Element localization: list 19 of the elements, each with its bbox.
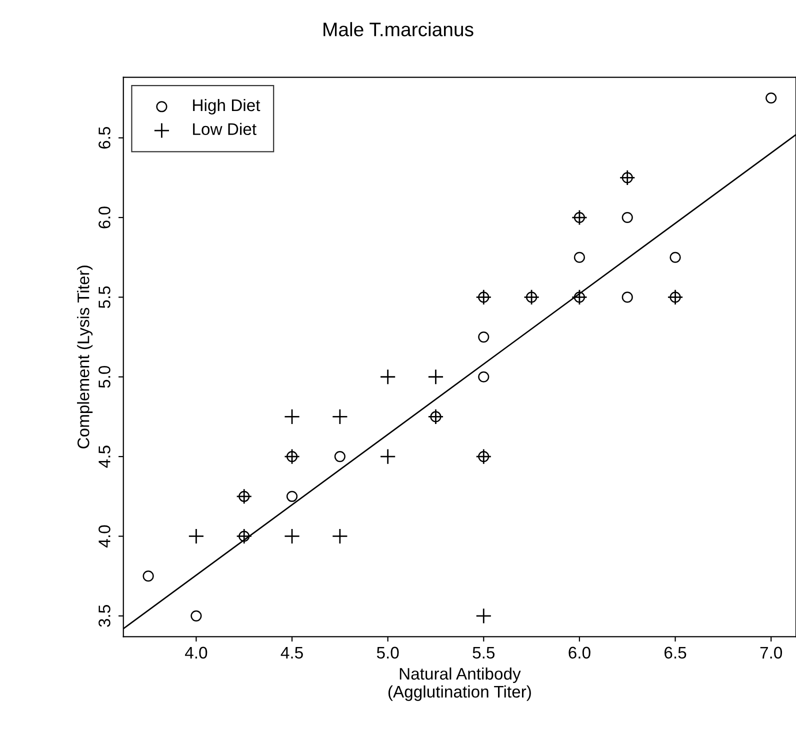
- y-tick-label: 6.0: [98, 206, 110, 228]
- y-tick-label: 6.5: [98, 126, 110, 149]
- legend-label: Low Diet: [193, 122, 256, 136]
- legend-label: High Diet: [193, 98, 260, 114]
- x-tick-label: 6.0: [568, 646, 590, 659]
- chart-title: Male T.marcianus: [324, 22, 474, 36]
- y-tick-label: 5.5: [98, 286, 110, 308]
- x-tick-label: 4.5: [280, 646, 303, 659]
- y-axis-title: Complement (Lysis Titer): [77, 266, 93, 448]
- x-tick-label: 4.0: [185, 646, 208, 659]
- y-tick-label: 3.5: [98, 605, 110, 627]
- x-tick-label: 5.5: [472, 646, 495, 659]
- x-tick-label: 7.0: [760, 646, 782, 659]
- y-tick-label: 4.0: [98, 525, 110, 548]
- y-tick-label: 5.0: [98, 366, 110, 388]
- y-tick-label: 4.5: [98, 446, 110, 468]
- x-axis-title: Natural Antibody (Agglutination Titer): [388, 667, 531, 701]
- x-tick-label: 5.0: [376, 646, 399, 659]
- x-tick-label: 6.5: [664, 646, 686, 659]
